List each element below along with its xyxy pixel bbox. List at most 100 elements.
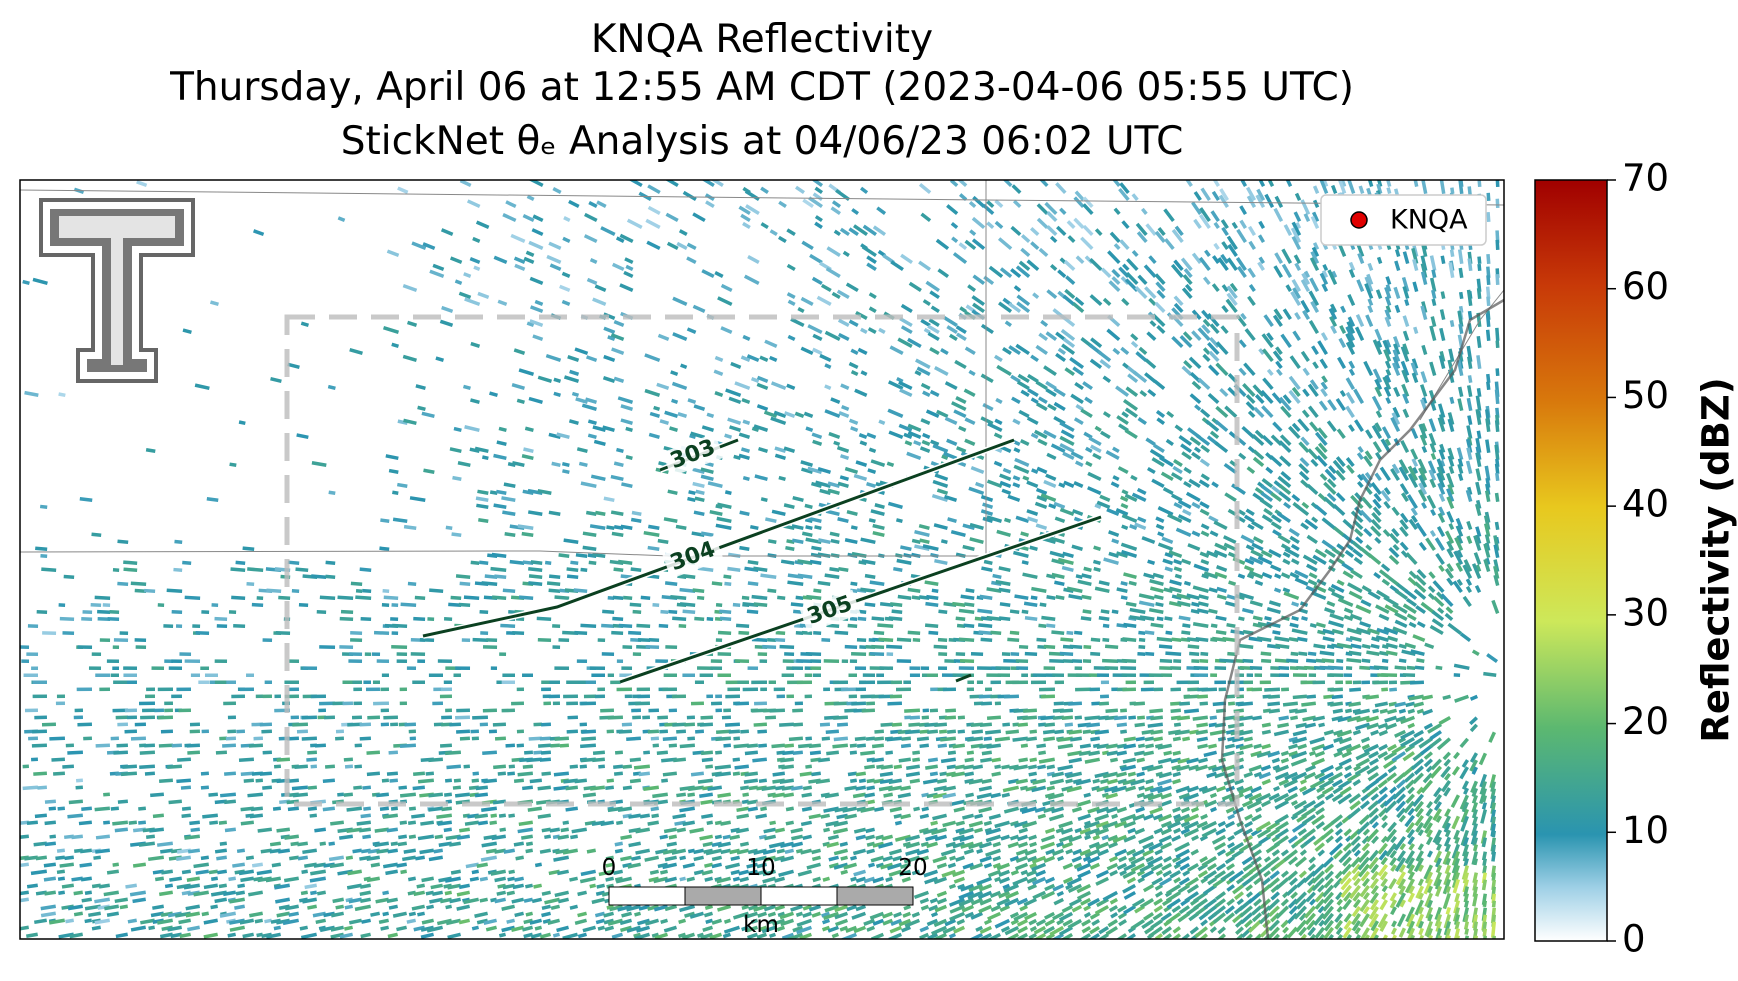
radar-echo	[878, 785, 893, 792]
radar-echo	[613, 461, 624, 467]
radar-echo	[866, 701, 876, 706]
radar-echo	[770, 416, 787, 426]
radar-echo	[773, 687, 786, 692]
radar-echo	[812, 673, 822, 677]
radar-echo	[801, 531, 813, 538]
radar-echo	[359, 722, 371, 727]
radar-echo	[391, 645, 408, 649]
radar-echo	[925, 409, 940, 418]
radar-echo	[524, 750, 534, 755]
radar-echo	[878, 419, 886, 425]
radar-echo	[852, 792, 866, 799]
radar-echo	[1018, 644, 1029, 649]
radar-echo	[580, 623, 597, 628]
radar-echo	[628, 813, 641, 819]
radar-echo	[853, 224, 868, 236]
radar-echo	[371, 652, 381, 656]
radar-echo	[314, 827, 326, 833]
radar-echo	[548, 869, 560, 876]
radar-echo	[44, 890, 56, 896]
radar-echo	[492, 722, 506, 727]
radar-echo	[415, 855, 425, 861]
radar-echo	[673, 757, 686, 763]
radar-echo	[425, 890, 435, 896]
radar-echo	[307, 785, 317, 790]
radar-echo	[705, 918, 714, 925]
radar-echo	[516, 398, 525, 404]
radar-echo	[433, 722, 443, 727]
radar-echo	[653, 904, 669, 912]
radar-echo	[664, 855, 677, 862]
radar-echo	[740, 213, 751, 222]
radar-echo	[643, 785, 659, 791]
radar-echo	[652, 743, 660, 748]
radar-echo	[93, 855, 102, 860]
radar-echo	[123, 567, 138, 573]
radar-echo	[95, 673, 111, 678]
radar-echo	[886, 736, 902, 742]
radar-echo	[20, 595, 21, 601]
radar-echo	[720, 283, 733, 292]
radar-echo	[859, 645, 867, 650]
radar-echo	[508, 610, 516, 615]
radar-echo	[255, 694, 263, 699]
radar-echo	[815, 778, 830, 785]
radar-echo	[878, 637, 894, 642]
radar-echo	[676, 792, 687, 798]
radar-echo	[860, 327, 868, 335]
radar-echo	[774, 453, 787, 460]
radar-echo	[759, 925, 767, 932]
radar-echo	[290, 841, 299, 847]
radar-echo	[672, 616, 687, 621]
radar-echo	[876, 206, 887, 216]
radar-echo	[1120, 666, 1137, 671]
radar-echo	[715, 602, 723, 608]
radar-echo	[63, 574, 75, 580]
radar-echo	[361, 918, 371, 924]
radar-echo	[815, 480, 831, 489]
radar-echo	[757, 729, 768, 734]
radar-echo	[536, 799, 551, 805]
radar-echo	[785, 545, 795, 551]
radar-echo	[695, 489, 705, 496]
radar-echo	[291, 588, 300, 593]
radar-echo	[1102, 637, 1110, 642]
radar-echo	[256, 932, 263, 938]
radar-echo	[568, 199, 580, 209]
radar-echo	[693, 404, 706, 411]
radar-echo	[814, 215, 823, 222]
radar-echo	[696, 595, 705, 600]
radar-echo	[927, 324, 940, 334]
radar-echo	[127, 918, 138, 924]
radar-echo	[926, 918, 939, 927]
radar-echo	[389, 778, 398, 783]
radar-echo	[717, 841, 731, 848]
radar-echo	[1251, 687, 1262, 692]
radar-echo	[171, 659, 183, 663]
radar-echo	[353, 701, 362, 706]
radar-echo	[253, 736, 264, 741]
radar-echo	[350, 631, 363, 636]
radar-echo	[48, 806, 57, 811]
radar-echo	[256, 869, 272, 876]
radar-echo	[771, 509, 786, 517]
radar-echo	[824, 363, 832, 370]
radar-echo	[1059, 651, 1074, 657]
radar-echo	[23, 673, 39, 677]
radar-echo	[735, 623, 750, 628]
radar-echo	[701, 869, 713, 876]
radar-echo	[648, 876, 660, 883]
radar-echo	[706, 412, 715, 419]
radar-echo	[904, 729, 921, 735]
radar-echo	[828, 862, 839, 869]
radar-echo	[509, 524, 525, 530]
radar-echo	[1308, 673, 1317, 677]
radar-echo	[796, 918, 812, 927]
radar-echo	[874, 736, 884, 741]
radar-echo	[930, 911, 938, 918]
radar-echo	[1145, 651, 1155, 656]
radar-echo	[339, 932, 353, 939]
radar-echo	[706, 617, 714, 621]
radar-echo	[536, 616, 552, 621]
